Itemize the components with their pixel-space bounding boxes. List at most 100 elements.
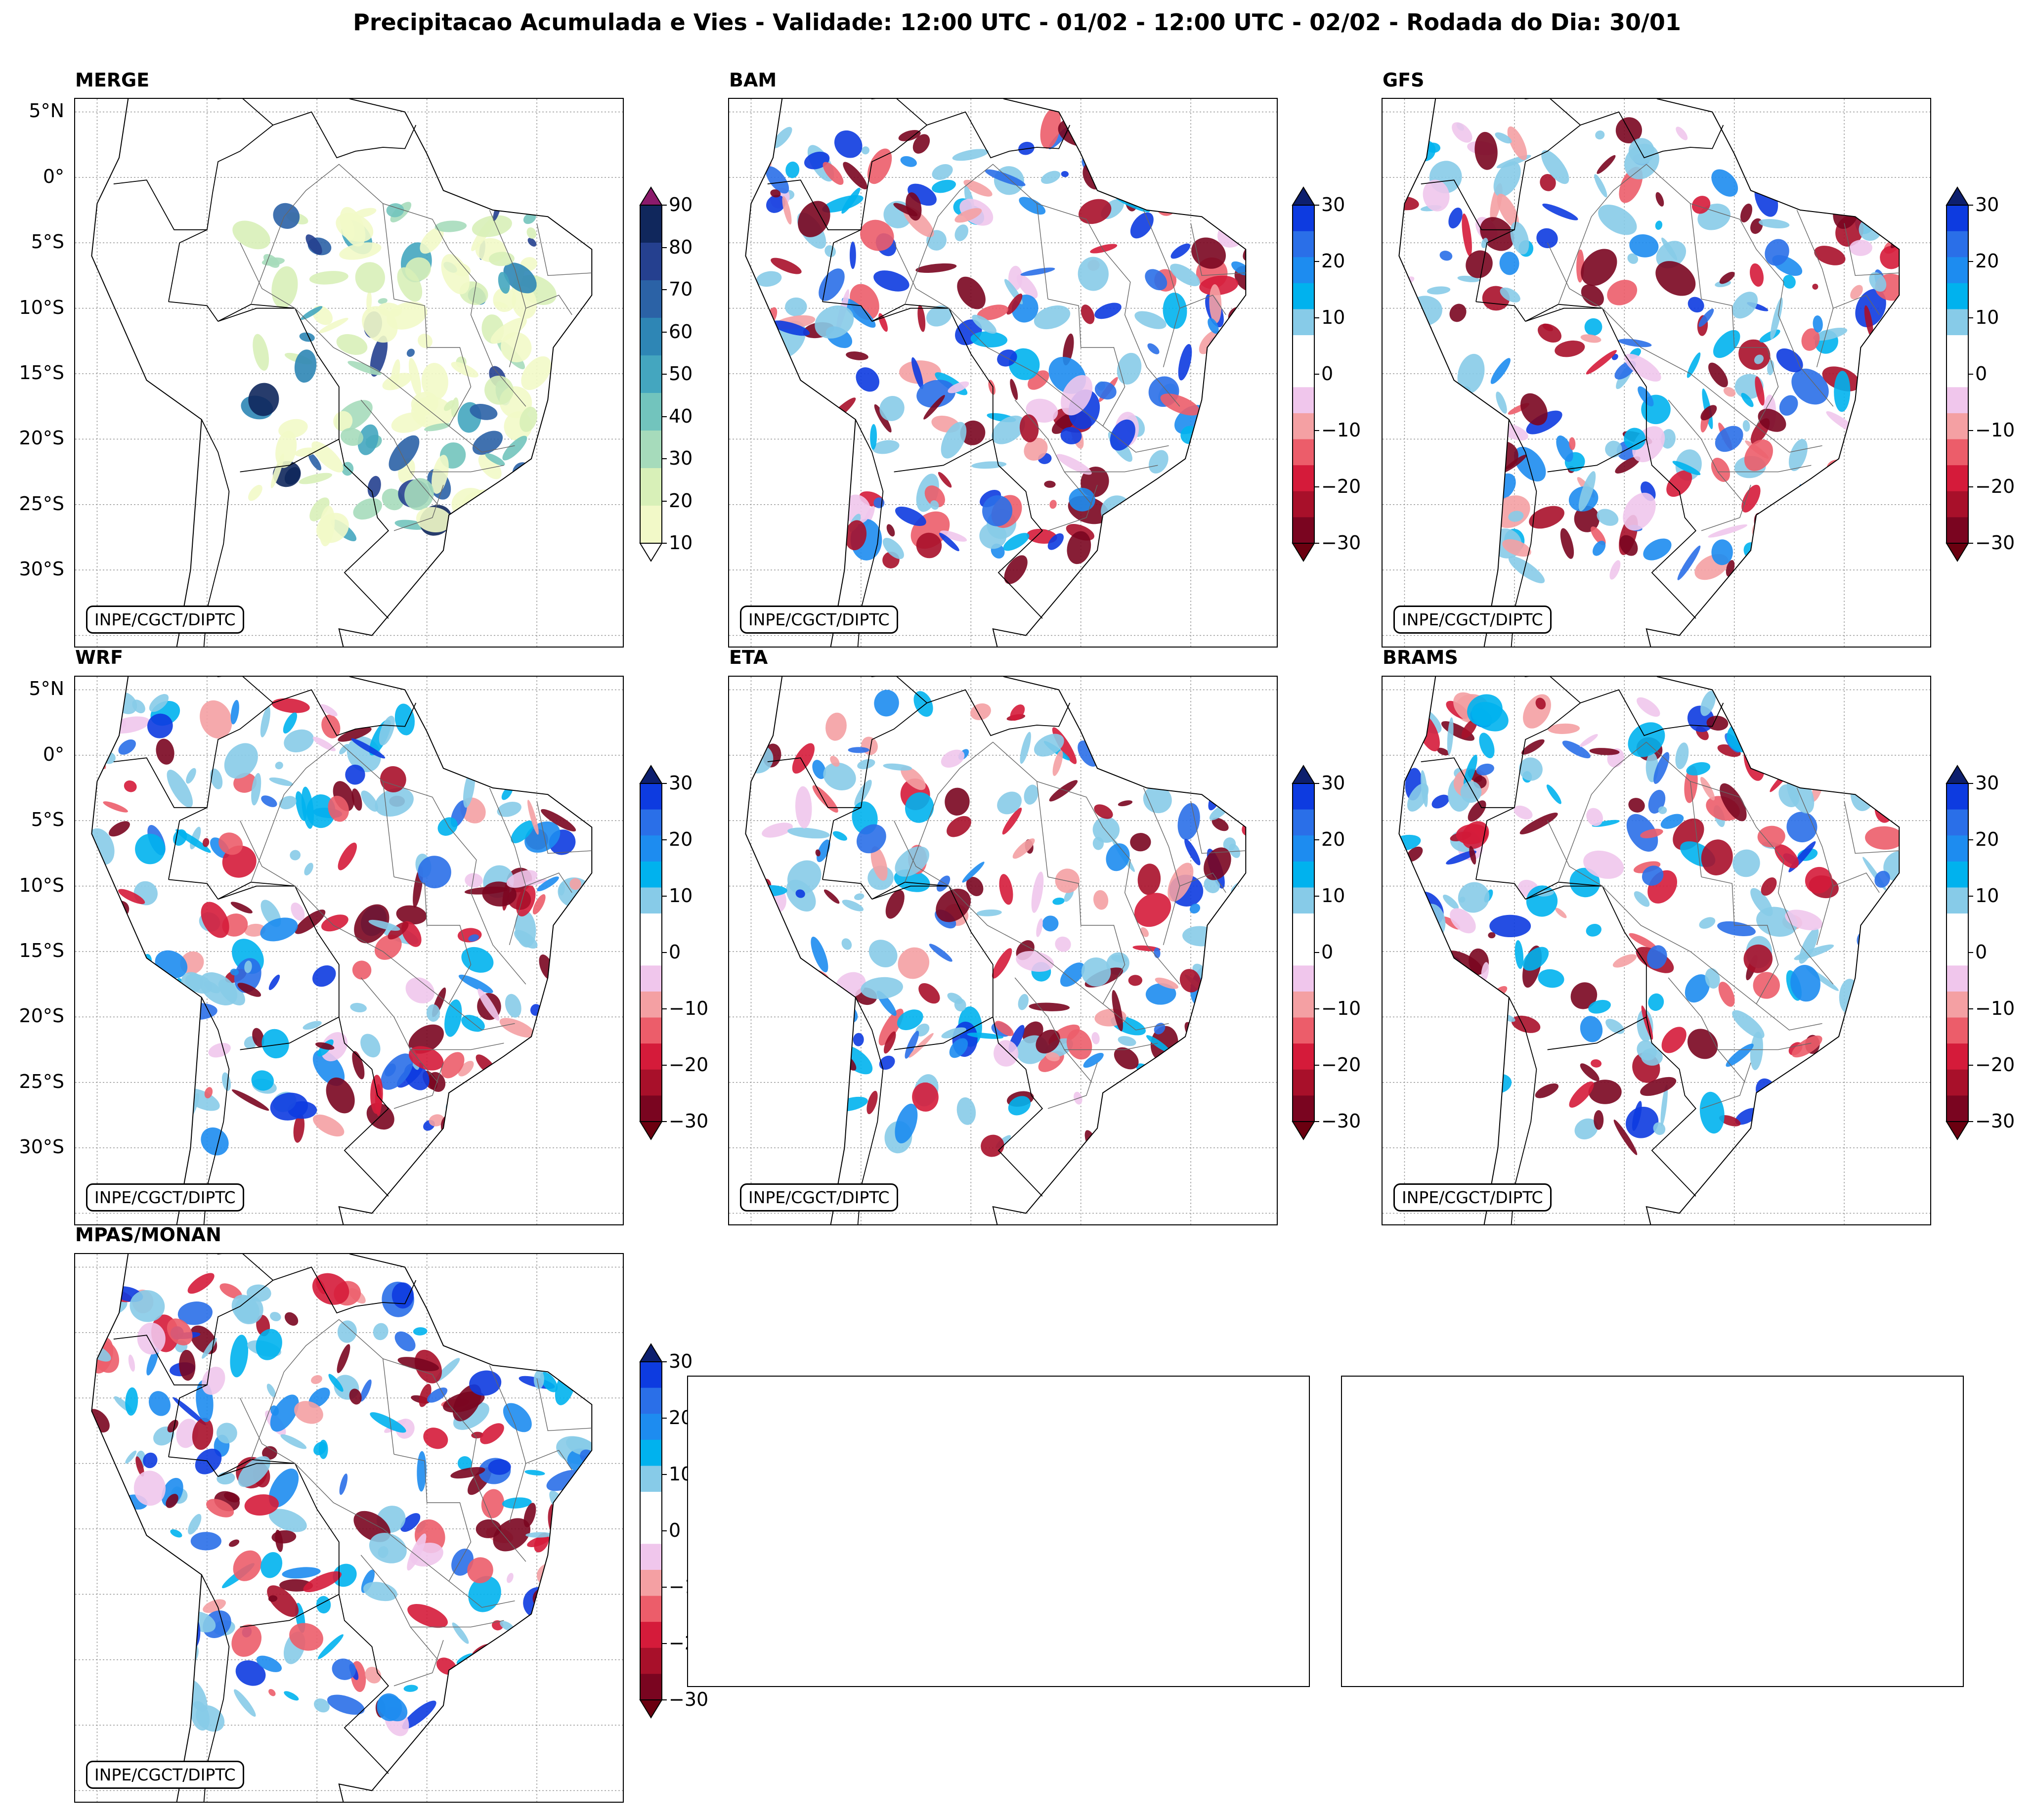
- country-border: [1524, 677, 1581, 703]
- colorbar-scale: [1292, 765, 1315, 1140]
- colorbar-tick-label: 10: [669, 532, 693, 554]
- colorbar-tick-label: −20: [1975, 1054, 2015, 1076]
- state-border: [393, 876, 472, 1004]
- colorbar-scale: [639, 765, 663, 1140]
- colorbar-tick-mark: [662, 500, 667, 502]
- colorbar-segment: [640, 861, 662, 888]
- colorbar-segment: [640, 1439, 662, 1466]
- map-canvas: [1383, 99, 1930, 647]
- country-border: [201, 1574, 230, 1802]
- country-border: [1524, 99, 1581, 126]
- precipitation-field: [91, 1268, 592, 1736]
- latitude-label: 25°S: [19, 1070, 64, 1092]
- colorbar-segment: [1947, 491, 1968, 518]
- state-border: [393, 1454, 472, 1582]
- credit-label: INPE/CGCT/DIPTC: [1393, 606, 1552, 634]
- panel-title-merge: MERGE: [75, 69, 150, 91]
- colorbar-segment: [640, 1095, 662, 1122]
- country-border: [822, 301, 872, 322]
- colorbar-tick-label: 60: [669, 320, 693, 343]
- credit-label: INPE/CGCT/DIPTC: [740, 1183, 898, 1212]
- colorbar-tick-mark: [662, 1065, 667, 1066]
- country-border: [871, 307, 949, 322]
- state-border: [949, 308, 1169, 453]
- colorbar-segment: [1293, 309, 1314, 336]
- colorbar-tick-label: 0: [1321, 941, 1334, 963]
- country-border: [822, 111, 1071, 302]
- panel-title-eta: ETA: [729, 647, 768, 668]
- colorbar-scale: [639, 186, 663, 562]
- country-border: [201, 997, 230, 1224]
- colorbar-over-arrow: [1292, 186, 1315, 206]
- colorbar-tick-mark: [1968, 1121, 1973, 1122]
- colorbar-tick-mark: [1314, 374, 1319, 375]
- map-canvas: [75, 1254, 623, 1802]
- state-border: [1047, 876, 1125, 1004]
- country-border: [113, 179, 207, 230]
- colorbar-tick-mark: [1968, 1065, 1973, 1066]
- state-border: [1833, 872, 1880, 893]
- latitude-label: 5°N: [29, 678, 64, 700]
- state-border: [1014, 399, 1092, 505]
- state-border: [1547, 820, 1603, 887]
- colorbar-segment: [1293, 413, 1314, 440]
- colorbar-segment: [640, 1492, 662, 1518]
- precipitation-field: [91, 691, 592, 1156]
- state-border: [1833, 295, 1880, 315]
- colorbar-segment: [1947, 387, 1968, 414]
- colorbar-segment: [640, 1017, 662, 1044]
- state-border: [1844, 801, 1900, 854]
- colorbar-segment: [1293, 991, 1314, 1018]
- country-border: [855, 997, 884, 1224]
- colorbar-tick-mark: [1968, 839, 1973, 840]
- credit-label: INPE/CGCT/DIPTC: [1393, 1183, 1552, 1212]
- colorbar-tick-mark: [1314, 543, 1319, 544]
- colorbar-tick-label: 20: [1975, 250, 1999, 272]
- colorbar-tick-mark: [662, 331, 667, 333]
- country-border: [871, 885, 949, 900]
- state-border: [1558, 164, 1702, 304]
- country-border: [217, 307, 295, 322]
- state-border: [393, 1062, 444, 1109]
- colorbar-segment: [640, 1517, 662, 1544]
- colorbar-segment: [640, 431, 662, 469]
- colorbar-tick-mark: [662, 783, 667, 784]
- colorbar-tick-mark: [1968, 317, 1973, 318]
- state-border: [393, 484, 444, 531]
- country-border: [1547, 1016, 1647, 1050]
- state-border: [1037, 781, 1180, 985]
- colorbar-tick-label: 0: [1321, 363, 1334, 385]
- colorbar-segment: [1293, 1043, 1314, 1070]
- colorbar-tick-label: 70: [669, 278, 693, 300]
- colorbar-scale: [639, 1343, 663, 1719]
- country-border: [217, 303, 389, 619]
- state-border: [525, 1450, 572, 1471]
- colorbar-segment: [1293, 205, 1314, 232]
- country-border: [1525, 307, 1602, 322]
- colorbar-over-arrow: [1292, 765, 1315, 784]
- latitude-label: 20°S: [19, 427, 64, 449]
- colorbar-tick-label: −30: [1321, 532, 1361, 554]
- colorbar-tick-mark: [1314, 430, 1319, 431]
- colorbar-tick-mark: [662, 1587, 667, 1588]
- credit-label: INPE/CGCT/DIPTC: [86, 1183, 244, 1212]
- country-border: [216, 677, 273, 703]
- state-border: [1014, 977, 1092, 1083]
- colorbar-tick-label: 20: [669, 828, 693, 850]
- state-border: [893, 820, 950, 887]
- state-border: [360, 977, 438, 1083]
- state-border: [1064, 465, 1158, 473]
- colorbar-tick-mark: [662, 839, 667, 840]
- colorbar-segment: [1293, 335, 1314, 362]
- colorbar-tick-mark: [1314, 261, 1319, 262]
- colorbar-segment: [640, 965, 662, 992]
- state-border: [489, 1365, 526, 1522]
- colorbar-tick-mark: [662, 1008, 667, 1009]
- colorbar-tick-mark: [1968, 783, 1973, 784]
- latitude-label: 10°S: [19, 296, 64, 318]
- colorbar-tick-mark: [662, 374, 667, 375]
- colorbar-segment: [640, 835, 662, 862]
- panel-title-wrf: WRF: [75, 647, 124, 668]
- country-border: [240, 1594, 340, 1628]
- colorbar-over-arrow: [639, 765, 663, 784]
